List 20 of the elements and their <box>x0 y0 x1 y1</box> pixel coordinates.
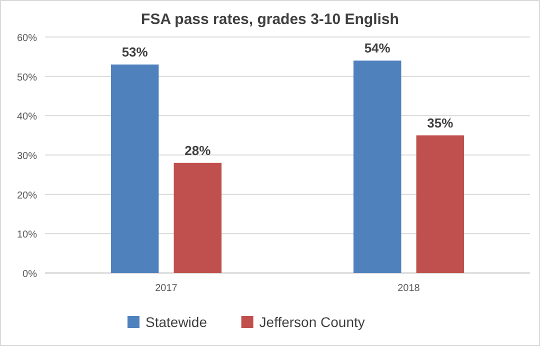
data-label: 54% <box>364 40 391 56</box>
y-tick-label: 20% <box>16 190 38 202</box>
data-label: 28% <box>184 142 212 158</box>
bar <box>416 135 464 273</box>
legend-label: Jefferson County <box>259 314 365 330</box>
x-tick-label: 2017 <box>155 283 178 294</box>
bar <box>174 162 222 273</box>
bar <box>353 60 402 273</box>
data-label: 53% <box>122 44 148 60</box>
y-tick-label: 60% <box>16 33 38 44</box>
data-label: 35% <box>427 115 454 130</box>
y-tick-label: 0% <box>22 269 38 280</box>
y-tick-label: 10% <box>16 230 38 241</box>
chart-title: FSA pass rates, grades 3-10 English <box>141 11 399 28</box>
bar <box>110 64 159 273</box>
y-tick-label: 50% <box>16 72 38 84</box>
x-tick-label: 2018 <box>398 283 420 294</box>
y-tick-label: 40% <box>16 112 38 123</box>
y-tick-label: 30% <box>16 151 38 162</box>
legend-label: Statewide <box>146 314 208 330</box>
